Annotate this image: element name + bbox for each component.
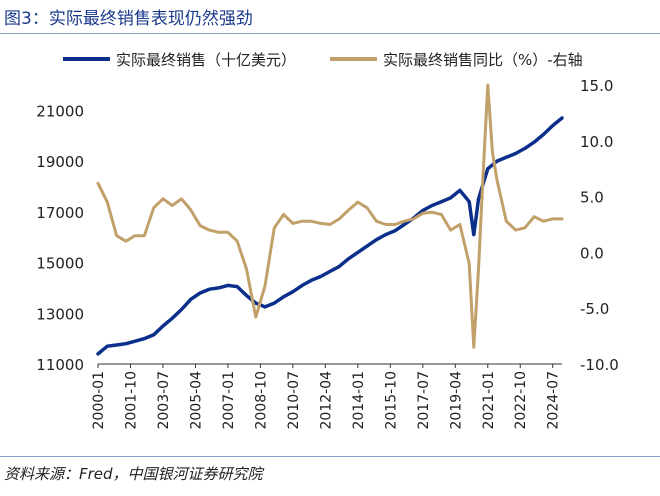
plot-area [96, 83, 564, 356]
right-y-axis: -10.0 -5.0 0.0 5.0 10.0 15.0 [580, 77, 619, 374]
y-left-tick-label: 19000 [36, 153, 84, 171]
dual-axis-line-chart: 实际最终销售（十亿美元） 实际最终销售同比（%）-右轴 11000 13000 15… [36, 51, 619, 430]
y-right-tick-label: -5.0 [580, 300, 609, 318]
x-tick-label: 2010-07 [286, 371, 302, 430]
y-left-tick-label: 13000 [36, 305, 84, 323]
y-left-tick-label: 15000 [36, 255, 84, 273]
line-series-sales [96, 116, 564, 356]
legend-label-yoy: 实际最终销售同比（%）-右轴 [383, 51, 583, 69]
x-tick-label: 2024-07 [546, 371, 562, 430]
x-tick-label: 2001-10 [123, 371, 139, 430]
line-series-yoy [96, 83, 564, 349]
x-tick-label: 2014-01 [351, 371, 367, 430]
y-left-tick-label: 17000 [36, 204, 84, 222]
x-tick-label: 2008-10 [253, 371, 269, 430]
y-right-tick-label: 10.0 [580, 133, 613, 151]
y-right-tick-label: 15.0 [580, 77, 613, 95]
source-note: 资料来源：Fred，中国银河证券研究院 [4, 465, 263, 483]
x-tick-label: 2022-10 [513, 371, 529, 430]
y-left-tick-label: 21000 [36, 102, 84, 120]
x-tick-label: 2021-01 [481, 371, 497, 430]
title-divider [0, 33, 660, 34]
x-tick-label: 2019-04 [448, 371, 464, 430]
x-tick-label: 2000-01 [91, 371, 107, 430]
figure-title: 图3：实际最终销售表现仍然强劲 [4, 9, 253, 29]
x-tick-label: 2012-04 [318, 371, 334, 430]
y-right-tick-label: 5.0 [580, 189, 604, 207]
x-tick-label: 2007-01 [221, 371, 237, 430]
x-axis: 2000-01 2001-10 2003-07 2005-04 2007-01 2008-… [91, 364, 562, 430]
x-tick-label: 2015-10 [383, 371, 399, 430]
left-y-axis: 11000 13000 15000 17000 19000 21000 [36, 102, 84, 374]
y-right-tick-label: 0.0 [580, 244, 604, 262]
legend-label-sales: 实际最终销售（十亿美元） [116, 51, 296, 69]
x-tick-label: 2005-04 [188, 371, 204, 430]
y-left-tick-label: 11000 [36, 356, 84, 374]
y-right-tick-label: -10.0 [580, 356, 619, 374]
x-tick-label: 2003-07 [156, 371, 172, 430]
chart-legend: 实际最终销售（十亿美元） 实际最终销售同比（%）-右轴 [63, 51, 583, 69]
x-tick-label: 2017-07 [416, 371, 432, 430]
source-divider [0, 456, 660, 457]
